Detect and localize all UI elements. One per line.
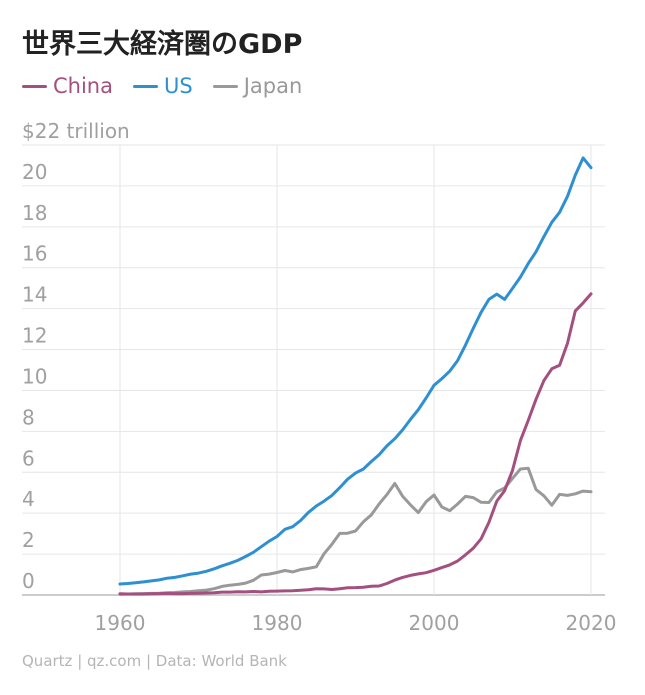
y-tick-label: 10 [22, 364, 47, 388]
source-footer: Quartz | qz.com | Data: World Bank [22, 652, 287, 670]
y-tick-label: 20 [22, 160, 47, 184]
line-chart: 0 2 4 6 8 10 12 14 16 18 20 $22 trillion 1960 1980 20… [22, 119, 617, 635]
x-tick-label: 2020 [566, 611, 617, 635]
y-tick-label: 18 [22, 201, 47, 225]
x-tick-label: 2000 [409, 611, 460, 635]
series-line-japan [118, 466, 593, 596]
y-tick-label: 4 [22, 487, 35, 511]
chart-title: 世界三大経済圏のGDP [22, 29, 303, 60]
y-axis-labels: 0 2 4 6 8 10 12 14 16 18 20 $22 trillion [22, 119, 130, 593]
legend-item-us: US [133, 74, 193, 98]
y-tick-label: 12 [22, 324, 47, 348]
y-tick-label: 14 [22, 283, 47, 307]
legend-item-japan: Japan [212, 74, 303, 98]
y-tick-label: 16 [22, 242, 47, 266]
legend: China US Japan [22, 74, 302, 98]
series-lines [118, 156, 593, 596]
x-axis-labels: 1960 1980 2000 2020 [95, 611, 617, 635]
y-tick-label: 2 [22, 528, 35, 552]
legend-swatch [133, 84, 158, 88]
grid [22, 144, 605, 596]
y-tick-label: 8 [22, 405, 35, 429]
legend-item-china: China [22, 74, 113, 98]
legend-swatch [22, 84, 47, 88]
legend-label: US [164, 74, 193, 98]
x-tick-label: 1980 [252, 611, 303, 635]
x-tick-label: 1960 [95, 611, 146, 635]
y-tick-label: 0 [22, 569, 35, 593]
series-line-us [118, 156, 593, 586]
legend-swatch [212, 84, 238, 88]
legend-label: China [53, 74, 113, 98]
series-line-china [118, 292, 593, 596]
y-tick-label: $22 trillion [22, 119, 130, 143]
y-tick-label: 6 [22, 446, 35, 470]
legend-label: Japan [243, 74, 303, 98]
